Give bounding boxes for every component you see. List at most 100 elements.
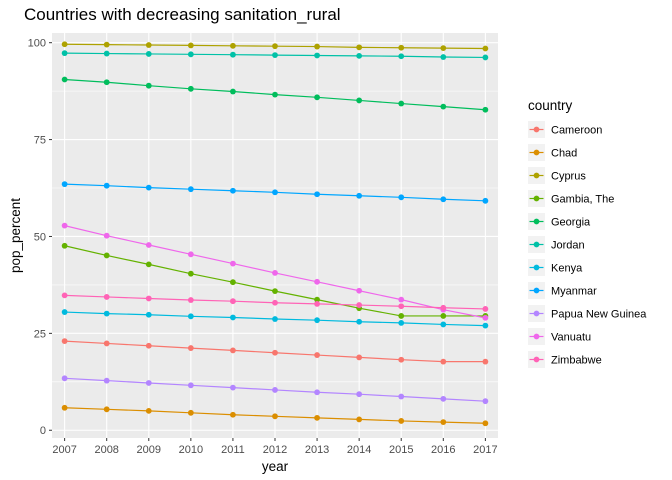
data-point [482,54,489,61]
data-point [440,103,447,110]
x-axis-title: year [262,459,289,474]
data-point [482,306,489,312]
data-point [187,251,194,258]
legend-label: Georgia [551,217,591,229]
data-point [61,309,68,315]
data-point [61,404,68,411]
legend-key [528,282,545,299]
x-tick-label: 2008 [94,444,118,456]
data-point [103,79,110,86]
data-point [356,192,363,199]
legend-label: Cameroon [551,125,602,137]
data-point [398,44,405,51]
data-point [398,319,405,326]
data-point [482,322,489,329]
y-tick-label: 25 [34,328,46,340]
data-point [145,342,152,349]
data-point [61,338,68,345]
data-point [230,260,236,267]
data-point [145,51,152,57]
data-point [398,313,405,319]
y-tick-label: 50 [34,231,46,243]
legend-label: Cyprus [551,171,586,183]
data-point [103,310,110,317]
data-point [356,52,363,59]
data-point [145,42,152,48]
data-point [356,97,363,104]
legend-key-point [533,149,540,156]
data-point [482,45,489,52]
data-point [103,252,110,259]
x-tick-label: 2010 [179,444,203,456]
data-point [398,53,405,60]
data-point [103,232,110,239]
data-point [314,301,320,307]
data-point [230,298,236,305]
x-tick-label: 2012 [263,444,287,456]
data-point [103,294,110,300]
data-point [398,303,405,310]
data-point [103,377,110,384]
data-point [145,184,152,191]
legend-label: Kenya [551,263,583,275]
data-point [398,194,405,201]
y-axis-title: pop_percent [8,198,23,273]
data-point [314,352,320,358]
x-tick-label: 2007 [52,444,76,456]
legend-items: Cameroon Chad Cyprus Gambia, The Georgia Jord… [528,121,647,368]
data-point [187,186,194,193]
data-point [440,321,447,328]
legend-key-point [533,126,540,133]
data-point [314,296,320,303]
x-axis: 2007 2008 2009 2010 2011 2012 2013 2014 2015 2016… [52,438,498,456]
data-point [272,43,278,50]
legend-label: Chad [551,148,577,160]
data-point [145,82,152,89]
data-point [103,50,110,57]
data-point [440,54,447,60]
data-point [145,407,152,414]
data-point [440,313,447,319]
data-point [356,318,363,325]
data-point [482,420,489,427]
data-point [230,88,236,95]
data-point [230,314,236,321]
data-point [272,413,278,420]
data-point [272,316,278,322]
data-point [187,409,194,416]
x-tick-label: 2017 [473,444,497,456]
legend-key [528,236,545,253]
legend-label: Myanmar [551,286,597,298]
data-point [103,182,110,189]
data-point [314,278,320,285]
data-point [61,50,68,57]
data-point [145,380,152,386]
data-point [272,189,278,196]
data-point [440,45,447,52]
data-point [187,297,194,303]
data-point [440,196,447,203]
legend-key [528,213,545,230]
x-tick-label: 2016 [431,444,455,456]
legend-label: Jordan [551,240,585,252]
data-point [145,242,152,248]
data-point [230,347,236,354]
legend-key [528,259,545,276]
legend-key [528,144,545,161]
data-point [230,51,236,58]
data-point [187,313,194,320]
data-point [314,317,320,324]
data-point [61,292,68,299]
chart-title: Countries with decreasing sanitation_rur… [24,5,341,24]
data-point [314,389,320,396]
x-tick-label: 2014 [347,444,371,456]
data-point [440,419,447,426]
legend-key-point [533,310,540,317]
data-point [440,304,447,311]
data-point [398,296,405,303]
data-point [272,387,278,393]
data-point [356,391,363,398]
data-point [230,411,236,418]
data-point [187,51,194,58]
